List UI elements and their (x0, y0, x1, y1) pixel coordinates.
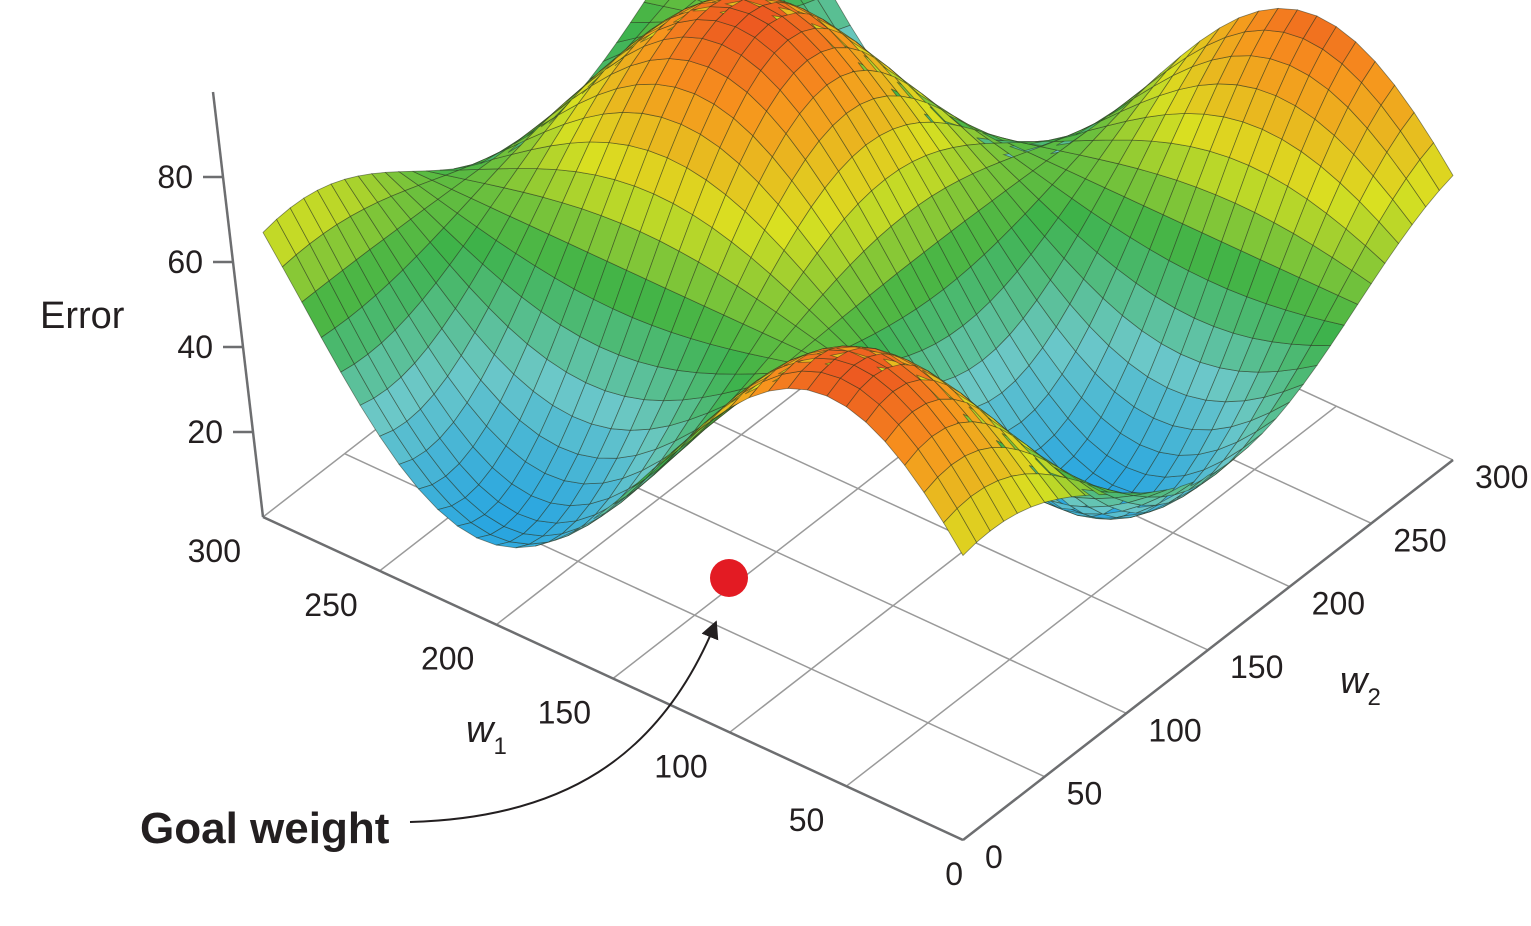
goal-weight-label: Goal weight (140, 804, 390, 853)
w1-tick-label: 100 (654, 748, 707, 784)
w1-sub: 1 (493, 733, 506, 760)
z-axis-title: Error (40, 295, 125, 337)
w2-sub: 2 (1367, 684, 1380, 711)
surface-patch (1419, 142, 1454, 192)
w1-axis-line (262, 515, 964, 842)
w1-tick-label: 200 (421, 641, 474, 677)
w1-tick-label: 50 (789, 802, 825, 838)
surface-patch (643, 0, 670, 7)
z-axis-line (211, 91, 265, 518)
z-tick-label: 60 (167, 244, 203, 280)
w2-tick-label: 0 (985, 839, 1003, 875)
surface-patch (704, 0, 717, 2)
w2-tick-label: 50 (1067, 776, 1103, 812)
w1-tick-label: 300 (188, 533, 241, 569)
w2-axis-title: w2 (1340, 660, 1381, 711)
w2-tick-label: 300 (1475, 459, 1528, 495)
w1-var: w (466, 709, 496, 751)
w2-tick-label: 200 (1312, 586, 1365, 622)
w1-axis-title: w1 (466, 709, 507, 760)
tick-labels: 20 40 60 80 0 50 100 150 200 250 300 0 50 100 150 200 25… (157, 159, 1528, 892)
z-tick-label: 20 (187, 414, 223, 450)
w2-tick-label: 150 (1230, 649, 1283, 685)
w2-tick-label: 100 (1148, 712, 1201, 748)
goal-weight-marker (710, 559, 748, 597)
w1-tick-label: 150 (538, 695, 591, 731)
w1-tick-label: 0 (945, 856, 963, 892)
z-tick-label: 80 (157, 159, 193, 195)
w2-axis-line (962, 459, 1454, 841)
w2-var: w (1340, 660, 1370, 702)
error-surface (262, 0, 1454, 557)
axes (203, 91, 1454, 842)
z-tick-label: 40 (177, 329, 213, 365)
w1-tick-label: 250 (304, 587, 357, 623)
w2-tick-label: 250 (1393, 522, 1446, 558)
goal-weight-arrow (409, 620, 719, 823)
